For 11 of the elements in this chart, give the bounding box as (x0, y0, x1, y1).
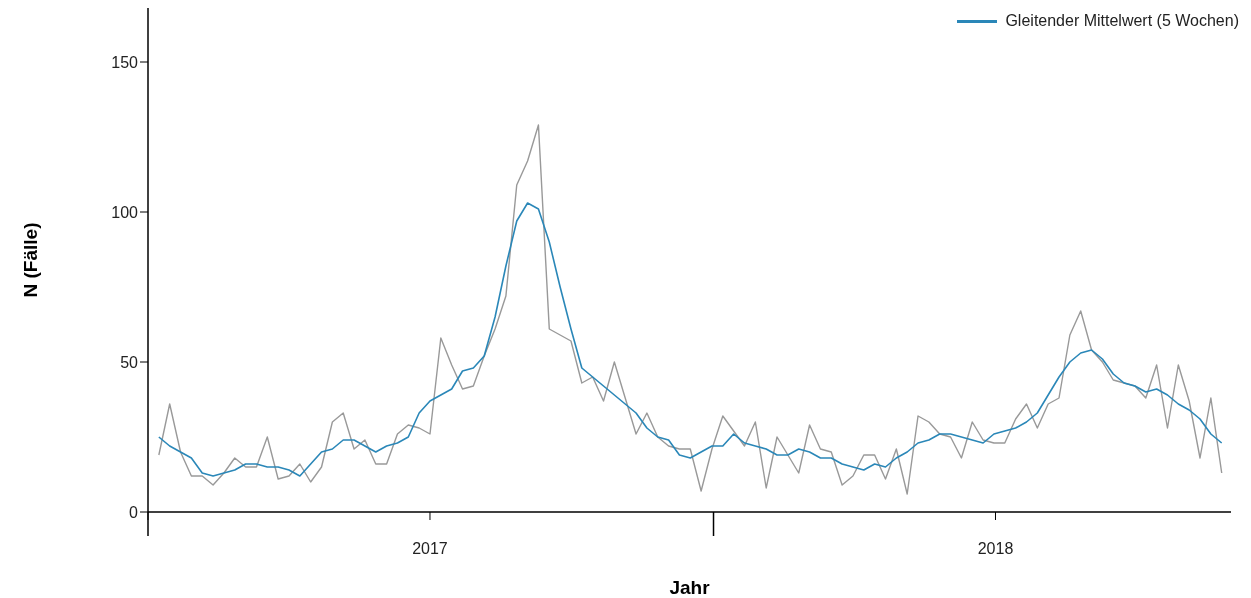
y-axis-title: N (Fälle) (19, 222, 41, 298)
line-series (158, 124, 1223, 495)
y-tick-label: 0 (129, 503, 139, 521)
line-series (158, 202, 1223, 477)
x-tick-label: 2018 (977, 540, 1014, 557)
y-tick-label: 150 (111, 53, 139, 71)
x-axis-title: Jahr (669, 577, 711, 598)
y-tick-label: 100 (111, 203, 139, 221)
x-tick-label: 2017 (412, 540, 448, 557)
legend-label: Gleitender Mittelwert (5 Wochen) (1005, 12, 1239, 30)
y-tick-label: 50 (120, 353, 139, 371)
